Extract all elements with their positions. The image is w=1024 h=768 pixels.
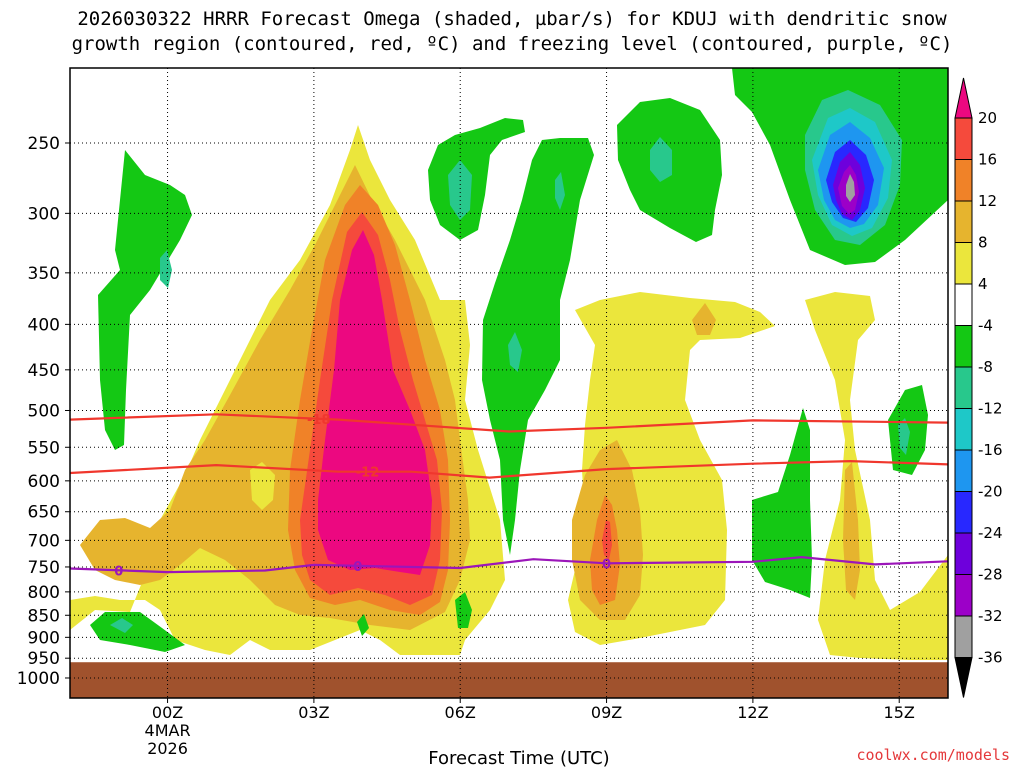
y-tick-label-950: 950 bbox=[28, 649, 60, 669]
colorbar-swatch-9 bbox=[954, 449, 973, 492]
colorbar-label-20: 20 bbox=[978, 109, 997, 127]
x-tick-label-12Z: 12Z bbox=[737, 703, 768, 722]
y-tick-label-400: 400 bbox=[28, 315, 60, 335]
omega-descent-8-07z bbox=[508, 332, 522, 372]
omega-descent-8-06z bbox=[448, 160, 472, 220]
colorbar-swatch-8 bbox=[954, 408, 973, 451]
ground-below-surface bbox=[70, 662, 948, 698]
omega-ascent-8-far-east-pocket bbox=[843, 462, 860, 600]
omega-descent-8-west bbox=[160, 250, 172, 288]
omega-descent-4-west bbox=[98, 150, 192, 450]
colorbar-label-4: 4 bbox=[978, 275, 988, 293]
colorbar-swatch-11 bbox=[954, 532, 973, 575]
y-tick-label-900: 900 bbox=[28, 628, 60, 648]
omega-descent-32-14z bbox=[846, 174, 855, 202]
omega-descent-8-07z-high bbox=[555, 172, 565, 210]
colorbar-label--4: -4 bbox=[978, 317, 993, 335]
omega-descent-4-small-03z bbox=[357, 614, 369, 636]
colorbar-swatch-10 bbox=[954, 491, 973, 534]
y-tick-label-700: 700 bbox=[28, 531, 60, 551]
colorbar-swatch-3 bbox=[954, 200, 973, 243]
y-tick-label-650: 650 bbox=[28, 503, 60, 523]
omega-descent-8-15z bbox=[898, 418, 910, 455]
contour-label-0-0: 0 bbox=[114, 564, 123, 579]
omega-descent-4-west-low bbox=[90, 612, 185, 652]
x-tick-label-15Z: 15Z bbox=[884, 703, 915, 722]
colorbar-swatch-7 bbox=[954, 366, 973, 409]
omega-descent-4-07z bbox=[482, 138, 594, 555]
omega-ascent-8-ne-pocket bbox=[692, 303, 716, 335]
plot-frame bbox=[69, 67, 949, 699]
y-tick-label-350: 350 bbox=[28, 264, 60, 284]
colorbar-label--32: -32 bbox=[978, 607, 1003, 625]
colorbar-label--36: -36 bbox=[978, 649, 1003, 667]
colorbar-arrow-min bbox=[954, 657, 973, 698]
omega-ascent-4-region-far-east bbox=[805, 292, 948, 660]
colorbar-swatch-6 bbox=[954, 325, 973, 368]
colorbar-label--16: -16 bbox=[978, 441, 1003, 459]
y-tick-label-550: 550 bbox=[28, 438, 60, 458]
contour-label-0-2: 0 bbox=[602, 557, 611, 572]
contour-minus18-isotherm bbox=[69, 413, 949, 433]
y-tick-label-1000: 1000 bbox=[17, 669, 60, 689]
colorbar-swatch-5 bbox=[954, 283, 973, 326]
x-tick-sublabel-year: 2026 bbox=[147, 739, 188, 758]
colorbar-label--20: -20 bbox=[978, 483, 1003, 501]
x-tick-label-00Z: 00Z bbox=[152, 703, 183, 722]
omega-ascent-20-core bbox=[318, 230, 432, 575]
colorbar-label--8: -8 bbox=[978, 358, 993, 376]
y-tick-label-850: 850 bbox=[28, 606, 60, 626]
contour-0-freezing-level bbox=[69, 555, 949, 574]
x-tick-label-03Z: 03Z bbox=[298, 703, 329, 722]
omega-descent-4-12z bbox=[752, 408, 812, 598]
colorbar-swatch-2 bbox=[954, 159, 973, 202]
omega-descent-8-west-low bbox=[110, 618, 133, 633]
y-tick-label-250: 250 bbox=[28, 134, 60, 154]
omega-descent-8-10z bbox=[650, 137, 672, 182]
y-tick-label-500: 500 bbox=[28, 401, 60, 421]
y-tick-label-800: 800 bbox=[28, 583, 60, 603]
y-tick-label-450: 450 bbox=[28, 361, 60, 381]
x-tick-sublabel-date: 4MAR bbox=[145, 721, 191, 740]
chart-title-line-2: growth region (contoured, red, ºC) and f… bbox=[71, 33, 953, 55]
colorbar-arrow-max bbox=[954, 77, 973, 119]
colorbar-label--24: -24 bbox=[978, 524, 1003, 542]
colorbar-label-12: 12 bbox=[978, 192, 997, 210]
colorbar-swatch-4 bbox=[954, 242, 973, 285]
colorbar-label-16: 16 bbox=[978, 151, 997, 169]
x-tick-label-09Z: 09Z bbox=[591, 703, 622, 722]
omega-ascent-4-lower-pocket bbox=[250, 462, 275, 510]
colorbar-swatch-13 bbox=[954, 615, 973, 658]
y-tick-label-300: 300 bbox=[28, 204, 60, 224]
contour-label-minus12-0: -12 bbox=[356, 466, 380, 481]
contour-minus12-isotherm bbox=[69, 459, 949, 479]
contour-label-minus18-0: -18 bbox=[307, 413, 331, 428]
omega-ascent-8-nw-pocket bbox=[106, 535, 138, 568]
x-axis-label: Forecast Time (UTC) bbox=[428, 748, 609, 768]
site-credit: coolwx.com/models bbox=[856, 746, 1010, 764]
y-tick-label-750: 750 bbox=[28, 558, 60, 578]
colorbar-label--28: -28 bbox=[978, 566, 1003, 584]
omega-descent-4-northwest-06z bbox=[428, 118, 525, 240]
colorbar-swatch-12 bbox=[954, 574, 973, 617]
colorbar-label-8: 8 bbox=[978, 234, 988, 252]
colorbar-label--12: -12 bbox=[978, 400, 1003, 418]
y-tick-label-600: 600 bbox=[28, 472, 60, 492]
colorbar-swatch-1 bbox=[954, 117, 973, 160]
omega-descent-4-small-07z bbox=[455, 592, 472, 628]
contour-label-0-1: 0 bbox=[353, 560, 362, 575]
chart-title-line-1: 2026030322 HRRR Forecast Omega (shaded, … bbox=[77, 8, 947, 30]
x-tick-label-06Z: 06Z bbox=[445, 703, 476, 722]
